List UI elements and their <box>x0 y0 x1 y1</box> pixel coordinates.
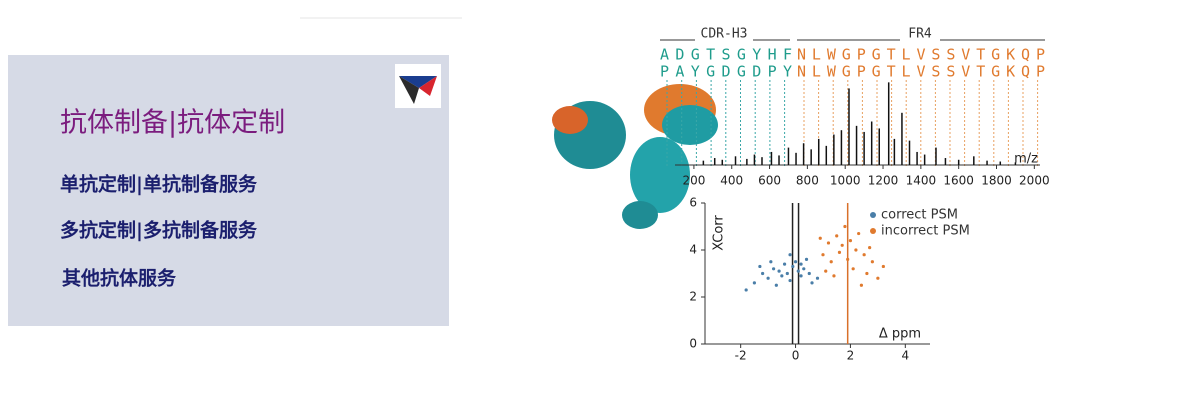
point <box>843 224 847 229</box>
menu-panel <box>8 55 449 326</box>
x-tick-label: 200 <box>682 174 705 188</box>
x-tick-label: 2 <box>847 349 855 363</box>
point <box>771 267 776 271</box>
x-tick-label: 1200 <box>868 174 899 188</box>
point <box>810 281 814 285</box>
point <box>829 260 833 264</box>
legend-label: correct PSM <box>881 208 958 223</box>
region-label: FR4 <box>908 27 932 42</box>
x-tick-label: 400 <box>720 174 743 188</box>
legend-marker <box>870 228 876 234</box>
point <box>804 257 809 261</box>
point <box>837 250 842 254</box>
point <box>758 264 762 269</box>
point <box>870 260 874 264</box>
menu-link[interactable]: 多抗定制|多抗制备服务 <box>60 219 258 242</box>
logo-part <box>399 76 419 104</box>
point <box>848 239 853 243</box>
x-tick-label: 4 <box>901 349 909 363</box>
logo-part <box>399 76 437 88</box>
point <box>807 271 811 276</box>
x-axis-label: Δ ppm <box>879 327 921 342</box>
logo-part <box>419 76 437 96</box>
point <box>782 262 787 266</box>
y-tick-label: 0 <box>689 337 697 351</box>
label-bg <box>695 28 753 42</box>
point <box>826 241 831 245</box>
point <box>815 276 820 280</box>
point <box>854 248 858 252</box>
point <box>799 274 803 278</box>
point <box>761 271 765 276</box>
point <box>857 231 861 236</box>
menu-link[interactable]: 其他抗体服务 <box>62 267 177 290</box>
menu-title: 抗体制备|抗体定制 <box>60 108 285 139</box>
x-tick-label: -2 <box>735 349 747 363</box>
y-axis-label: XCorr <box>712 215 727 251</box>
protein <box>662 105 718 145</box>
point <box>791 264 795 269</box>
x-tick-label: 600 <box>758 174 781 188</box>
point <box>876 276 880 280</box>
x-tick-label: 800 <box>796 174 819 188</box>
point <box>824 269 828 273</box>
y-tick-label: 4 <box>689 243 697 257</box>
y-tick-label: 6 <box>689 196 697 210</box>
point <box>835 234 839 238</box>
point <box>865 271 869 276</box>
point <box>774 283 778 287</box>
point <box>793 260 798 264</box>
menu-link[interactable]: 单抗定制|单抗制备服务 <box>60 173 258 196</box>
point <box>788 253 792 257</box>
sequence: PAYGDGDPY <box>660 63 792 81</box>
label-bg <box>900 28 940 42</box>
point <box>818 236 822 240</box>
point <box>769 260 773 264</box>
protein <box>552 106 588 134</box>
point <box>799 262 803 266</box>
point <box>851 267 855 271</box>
x-tick-label: 1000 <box>830 174 861 188</box>
protein <box>622 201 658 229</box>
x-tick-label: 0 <box>792 349 800 363</box>
x-tick-label: 1800 <box>981 174 1012 188</box>
point <box>802 267 806 271</box>
point <box>752 281 756 285</box>
y-tick-label: 2 <box>689 290 697 304</box>
point <box>785 271 789 276</box>
x-tick-label: 1400 <box>906 174 937 188</box>
point <box>862 253 866 257</box>
legend-label: incorrect PSM <box>881 224 970 239</box>
protein <box>630 137 690 213</box>
sequence: NLWGPGTLVSSVTGKQP <box>797 63 1045 81</box>
sequence: ADGTSGYHF <box>660 46 792 64</box>
point <box>832 274 836 278</box>
point <box>840 243 844 247</box>
point <box>777 269 781 273</box>
point <box>744 288 748 292</box>
point <box>846 257 850 261</box>
x-tick-label: 2000 <box>1019 174 1050 188</box>
point <box>881 264 885 269</box>
point <box>766 276 770 280</box>
logo <box>395 64 441 108</box>
point <box>796 269 800 273</box>
point <box>780 274 784 278</box>
point <box>788 278 792 283</box>
point <box>859 283 864 287</box>
region-label: CDR-H3 <box>701 27 748 42</box>
antibody-illustration <box>552 84 718 229</box>
point <box>821 253 825 257</box>
x-axis-label: m/z <box>1014 152 1038 167</box>
x-tick-label: 1600 <box>943 174 974 188</box>
sequence: NLWGPGTLVSSVTGKQP <box>797 46 1045 64</box>
legend-marker <box>870 212 876 218</box>
point <box>868 246 872 250</box>
